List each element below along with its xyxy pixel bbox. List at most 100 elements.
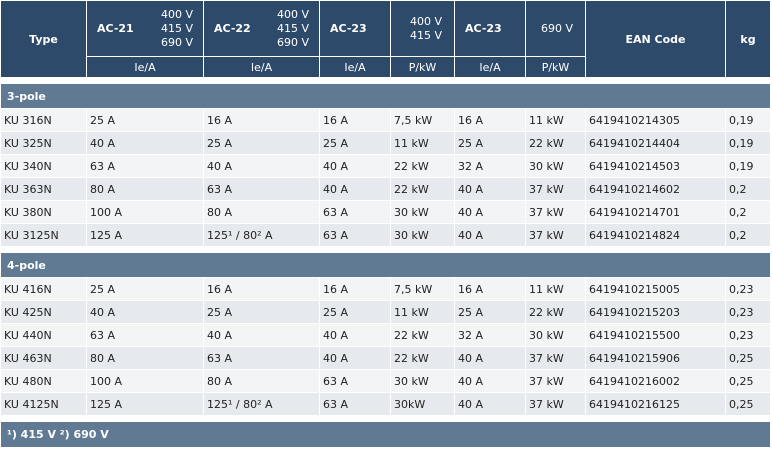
header-ac23-a: AC-23: [319, 0, 391, 57]
table-row: KU 4125N 125 A 125¹ / 80² A 63 A 30kW 40 A 37 …: [0, 392, 771, 416]
table-cell: 6419410215203: [585, 300, 726, 324]
table-cell: 40 A: [454, 200, 526, 224]
table-cell: 63 A: [203, 346, 320, 370]
table-cell: 11 kW: [525, 277, 586, 301]
table-cell: 63 A: [86, 154, 204, 178]
table-cell: 30 kW: [390, 200, 455, 224]
table-cell: 63 A: [319, 223, 391, 247]
header-ac22: AC-22 400 V 415 V 690 V: [203, 0, 320, 57]
table-row: KU 463N 80 A 63 A 40 A 22 kW 40 A 37 kW 6419410…: [0, 346, 771, 370]
table-cell: KU 340N: [0, 154, 87, 178]
table-cell: 6419410214503: [585, 154, 726, 178]
table-cell: 37 kW: [525, 346, 586, 370]
table-cell: 40 A: [454, 392, 526, 416]
table-cell: 40 A: [203, 154, 320, 178]
table-cell: 22 kW: [390, 323, 455, 347]
table-cell: 22 kW: [390, 346, 455, 370]
table-cell: 63 A: [319, 392, 391, 416]
table-cell: 40 A: [454, 223, 526, 247]
table-cell: 100 A: [86, 200, 204, 224]
table-cell: 16 A: [203, 108, 320, 132]
table-cell: 100 A: [86, 369, 204, 393]
table-cell: KU 425N: [0, 300, 87, 324]
table-cell: 32 A: [454, 323, 526, 347]
table-cell: 80 A: [203, 369, 320, 393]
table-row: KU 325N 40 A 25 A 25 A 11 kW 25 A 22 kW 6419410…: [0, 131, 771, 155]
table-cell: 30kW: [390, 392, 455, 416]
table-body: 3-pole KU 316N 25 A 16 A 16 A 7,5 kW 16 A 11 kW…: [0, 77, 771, 448]
table-cell: 37 kW: [525, 392, 586, 416]
table-cell: 0,2: [725, 223, 771, 247]
table-cell: 40 A: [454, 177, 526, 201]
table-cell: 6419410214602: [585, 177, 726, 201]
group-header-row: 4-pole: [0, 252, 771, 278]
table-row: KU 363N 80 A 63 A 40 A 22 kW 40 A 37 kW 6419410…: [0, 177, 771, 201]
table-cell: 25 A: [203, 300, 320, 324]
table-cell: KU 4125N: [0, 392, 87, 416]
spacer: [0, 415, 771, 422]
header-sub-ac23-ie: Ie/A: [319, 56, 391, 78]
table-cell: 125 A: [86, 223, 204, 247]
table-cell: 40 A: [203, 323, 320, 347]
table-cell: 0,2: [725, 177, 771, 201]
header-ac21-label: AC-21: [97, 22, 134, 35]
table-cell: 80 A: [86, 346, 204, 370]
contactor-spec-table: Type AC-21 400 V 415 V 690 V AC-22 400 V: [0, 0, 771, 448]
table-cell: 16 A: [319, 108, 391, 132]
table-cell: 0,19: [725, 108, 771, 132]
group-header-row: 3-pole: [0, 83, 771, 109]
table-cell: 6419410214305: [585, 108, 726, 132]
table-cell: 37 kW: [525, 369, 586, 393]
group-label: 4-pole: [0, 252, 771, 278]
table-cell: 40 A: [319, 177, 391, 201]
table-cell: 6419410216125: [585, 392, 726, 416]
spacer: [0, 246, 771, 253]
header-sub-ac22: Ie/A: [203, 56, 320, 78]
header-type: Type: [0, 0, 87, 78]
table-cell: 63 A: [203, 177, 320, 201]
table-cell: 25 A: [86, 108, 204, 132]
table-cell: 80 A: [86, 177, 204, 201]
header-ac22-label: AC-22: [214, 22, 251, 35]
table-cell: 6419410216002: [585, 369, 726, 393]
table-cell: 25 A: [203, 131, 320, 155]
table-cell: 0,23: [725, 277, 771, 301]
table-cell: 25 A: [319, 300, 391, 324]
table-cell: 63 A: [319, 369, 391, 393]
table-cell: 80 A: [203, 200, 320, 224]
table-cell: 30 kW: [390, 369, 455, 393]
table-cell: 0,2: [725, 200, 771, 224]
table-cell: 40 A: [454, 346, 526, 370]
header-ac21: AC-21 400 V 415 V 690 V: [86, 0, 204, 57]
table-cell: 25 A: [454, 300, 526, 324]
table-cell: 37 kW: [525, 200, 586, 224]
table-cell: 0,19: [725, 131, 771, 155]
table-cell: 11 kW: [390, 300, 455, 324]
table-cell: KU 325N: [0, 131, 87, 155]
table-cell: 22 kW: [525, 300, 586, 324]
table-cell: 40 A: [86, 131, 204, 155]
table-cell: 40 A: [454, 369, 526, 393]
header-ac22-volts: 400 V 415 V 690 V: [276, 7, 309, 49]
table-cell: 0,25: [725, 369, 771, 393]
table-cell: 40 A: [319, 323, 391, 347]
header-volts-690: 690 V: [525, 0, 586, 57]
table-cell: KU 363N: [0, 177, 87, 201]
table-cell: 125¹ / 80² A: [203, 392, 320, 416]
table-cell: 6419410214701: [585, 200, 726, 224]
header-ac23-b: AC-23: [454, 0, 526, 57]
footnote: ¹) 415 V ²) 690 V: [0, 421, 771, 448]
table-cell: 22 kW: [525, 131, 586, 155]
table-cell: KU 416N: [0, 277, 87, 301]
table-cell: 6419410214404: [585, 131, 726, 155]
table-cell: 30 kW: [390, 223, 455, 247]
header-sub-ac23-pkw: P/kW: [390, 56, 455, 78]
table-cell: 16 A: [319, 277, 391, 301]
table-cell: KU 380N: [0, 200, 87, 224]
header-volts-400-415: 400 V 415 V: [390, 0, 455, 57]
table-cell: 125¹ / 80² A: [203, 223, 320, 247]
table-row: KU 380N 100 A 80 A 63 A 30 kW 40 A 37 kW 641941…: [0, 200, 771, 224]
spacer: [0, 77, 771, 84]
table-cell: 16 A: [203, 277, 320, 301]
table-cell: 11 kW: [525, 108, 586, 132]
